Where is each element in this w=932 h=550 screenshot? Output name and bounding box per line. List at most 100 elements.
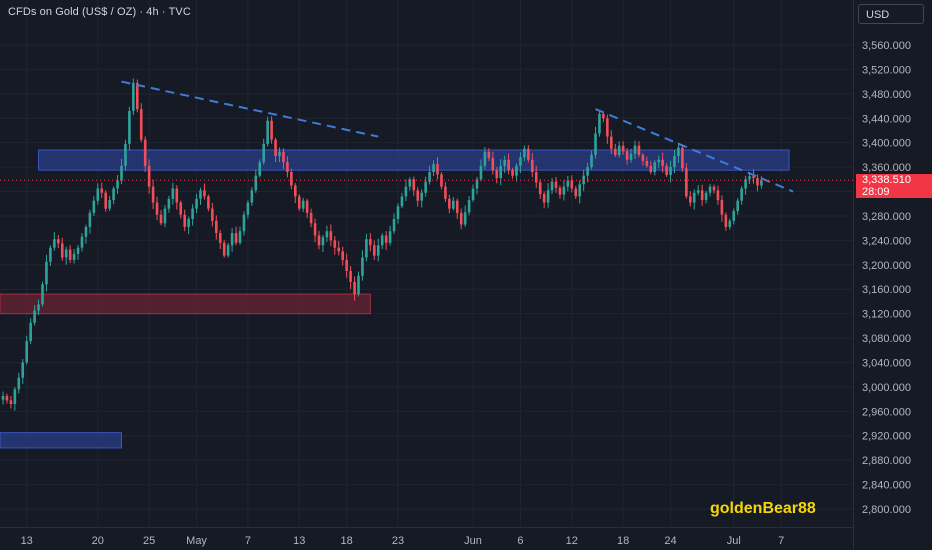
- candle-body: [392, 219, 396, 232]
- price-axis[interactable]: 3,560.000 3,520.000 3,480.000 3,440.000 3,40…: [853, 0, 911, 550]
- candle-80: [317, 230, 321, 250]
- y-tick-label: 3,440.000: [862, 113, 911, 125]
- candle-61: [242, 211, 246, 236]
- candle-38: [151, 179, 155, 210]
- candle-3: [13, 387, 17, 411]
- candle-body: [534, 171, 538, 183]
- candle-64: [254, 169, 258, 193]
- candle-185: [732, 208, 736, 225]
- candle-body: [76, 247, 80, 254]
- candle-163: [645, 156, 649, 168]
- y-tick-label: 3,080.000: [862, 333, 911, 345]
- candle-body: [290, 171, 293, 186]
- candle-120: [475, 176, 479, 195]
- candle-119: [471, 184, 475, 203]
- candle-body: [195, 198, 198, 209]
- candle-body: [100, 188, 104, 193]
- candle-33: [132, 78, 135, 116]
- candle-body: [432, 164, 435, 172]
- candle-172: [681, 145, 684, 172]
- candle-114: [452, 197, 455, 211]
- candle-170: [673, 149, 676, 174]
- y-tick-label: 3,240.000: [862, 235, 911, 247]
- candle-body: [171, 188, 175, 199]
- candle-68: [270, 116, 273, 144]
- candle-14: [57, 235, 60, 249]
- currency-selector[interactable]: USD: [858, 4, 924, 24]
- candle-body: [444, 186, 447, 199]
- y-tick-label: 2,840.000: [862, 480, 911, 492]
- x-tick-label: 24: [664, 535, 676, 547]
- candle-body: [147, 165, 151, 187]
- candle-body: [499, 165, 502, 179]
- time-axis[interactable]: 13 20 25 May 7 13 18 23 Jun 6 12 18 24 Jul 7: [0, 527, 853, 548]
- candle-118: [467, 196, 471, 216]
- candle-body: [748, 176, 751, 180]
- candle-179: [708, 184, 712, 197]
- candle-body: [234, 233, 238, 243]
- candle-body: [159, 214, 163, 224]
- candle-71: [282, 148, 285, 170]
- candle-body: [57, 239, 60, 244]
- candle-body: [420, 192, 423, 201]
- candle-body: [373, 245, 376, 256]
- candle-body: [491, 157, 495, 171]
- candle-body: [475, 179, 479, 189]
- candle-body: [211, 208, 214, 221]
- candle-body: [689, 196, 692, 203]
- candle-body: [301, 200, 305, 209]
- candle-body: [613, 148, 617, 155]
- candle-body: [471, 188, 475, 201]
- candle-body: [49, 247, 52, 262]
- candle-70: [278, 147, 281, 163]
- candle-body: [64, 249, 68, 258]
- candle-90: [357, 271, 360, 297]
- trendline-0[interactable]: [121, 80, 379, 138]
- candle-20: [80, 232, 84, 252]
- candle-134: [531, 152, 534, 178]
- candle-39: [155, 196, 159, 221]
- candle-165: [653, 159, 657, 176]
- candle-body: [455, 200, 459, 213]
- supply-zone-2[interactable]: [0, 432, 122, 449]
- candle-body: [17, 377, 21, 390]
- x-tick-label: 12: [566, 535, 578, 547]
- candle-183: [724, 212, 728, 231]
- candle-body: [665, 165, 668, 176]
- candle-body: [645, 161, 649, 166]
- y-tick-label: 3,120.000: [862, 309, 911, 321]
- candle-60: [238, 226, 242, 245]
- candle-body: [594, 133, 597, 155]
- candle-body: [21, 362, 25, 378]
- candle-body: [756, 178, 759, 186]
- demand-zone-1[interactable]: [0, 293, 371, 315]
- candle-body: [760, 180, 763, 186]
- x-tick-label: 25: [143, 535, 155, 547]
- candle-body: [388, 231, 392, 243]
- supply-zone-0[interactable]: [38, 149, 790, 171]
- candle-8: [33, 305, 36, 326]
- candle-157: [621, 141, 625, 155]
- candle-body: [250, 190, 254, 203]
- candle-body: [452, 200, 455, 209]
- candle-body: [349, 270, 352, 282]
- candle-161: [637, 141, 641, 158]
- x-tick-label: Jul: [727, 535, 741, 547]
- candle-83: [329, 224, 333, 246]
- candle-76: [301, 197, 305, 213]
- candle-146: [578, 180, 581, 204]
- candle-93: [369, 233, 372, 252]
- candle-body: [700, 190, 704, 201]
- candle-body: [124, 143, 127, 166]
- candle-body: [45, 261, 48, 285]
- trendline-1[interactable]: [595, 108, 794, 193]
- candles-layer: [1, 78, 763, 411]
- candle-body: [625, 151, 629, 160]
- candle-body: [286, 162, 289, 172]
- candle-body: [9, 400, 13, 404]
- candle-body: [384, 235, 388, 243]
- candle-166: [657, 155, 660, 168]
- candle-body: [321, 237, 325, 246]
- candle-158: [625, 148, 629, 165]
